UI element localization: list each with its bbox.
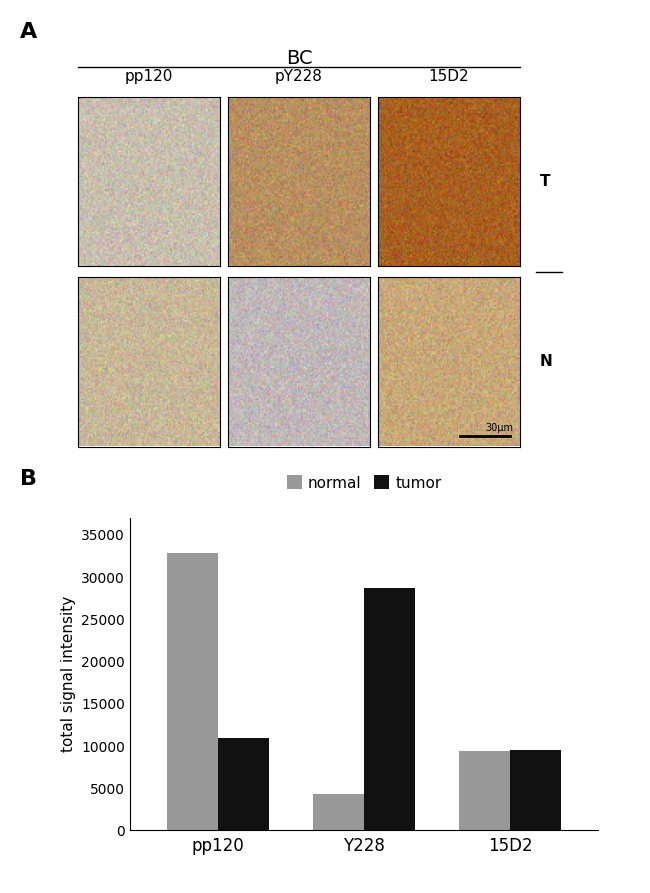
Bar	[218, 738, 269, 830]
Text: N: N	[540, 355, 552, 370]
Y-axis label: total signal intensity: total signal intensity	[60, 597, 75, 752]
Bar	[313, 794, 364, 830]
Bar	[459, 751, 510, 830]
Text: T: T	[540, 174, 550, 189]
Text: A: A	[20, 22, 37, 42]
Text: pp120: pp120	[125, 69, 174, 84]
Text: 15D2: 15D2	[428, 69, 469, 84]
Text: 30μm: 30μm	[485, 423, 513, 433]
Bar	[166, 554, 218, 830]
Legend: normal, tumor: normal, tumor	[280, 470, 448, 497]
Bar	[510, 750, 562, 830]
Text: BC: BC	[286, 49, 312, 68]
Bar	[364, 588, 415, 830]
Text: pY228: pY228	[275, 69, 323, 84]
Text: B: B	[20, 469, 36, 488]
